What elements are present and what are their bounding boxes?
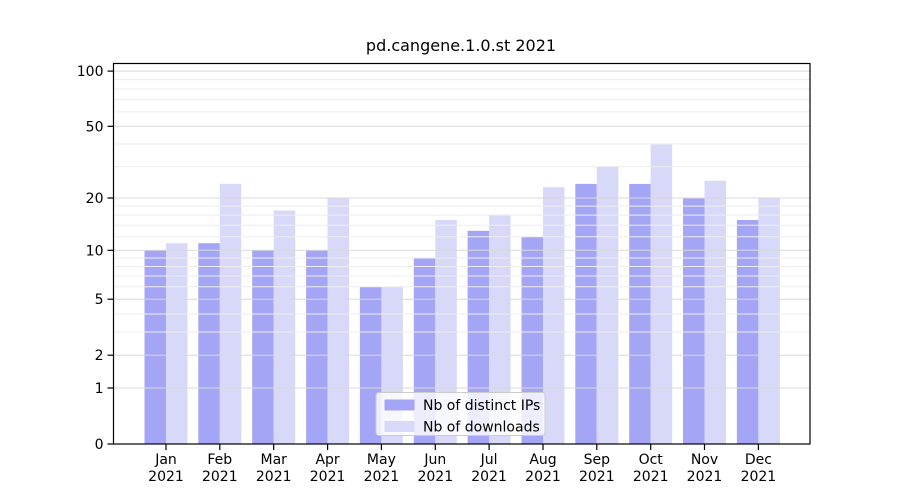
bar-downloads — [596, 166, 619, 444]
x-tick-label: Jan 2021 — [148, 452, 184, 485]
y-tick-label: 50 — [86, 119, 104, 135]
x-tick-label: Nov 2021 — [687, 452, 723, 485]
bar-downloads — [327, 198, 350, 444]
legend-label-downloads: Nb of downloads — [423, 420, 540, 436]
y-tick-label: 100 — [77, 64, 104, 80]
legend: Nb of distinct IPs Nb of downloads — [375, 392, 546, 436]
y-axis: 0 1 2 5 10 20 50 100 — [77, 64, 114, 453]
y-tick-label: 10 — [86, 243, 104, 259]
legend-swatch-downloads — [384, 421, 415, 432]
legend-swatch-distinct-ips — [384, 399, 415, 411]
bar-distinct-ips — [198, 243, 220, 444]
y-tick-label: 2 — [95, 348, 104, 364]
x-tick-label: May 2021 — [364, 452, 400, 485]
legend-box — [375, 392, 546, 436]
x-tick-label: Sep 2021 — [579, 452, 615, 485]
x-tick-label: Oct 2021 — [633, 452, 669, 485]
x-tick-label: Jun 2021 — [417, 452, 453, 485]
bar-downloads — [650, 144, 673, 444]
bar-downloads — [166, 243, 188, 444]
bar-downloads — [704, 180, 726, 445]
bar-downloads — [543, 187, 565, 444]
bar-distinct-ips — [252, 250, 274, 444]
bar-distinct-ips — [683, 198, 705, 444]
plot-frame — [112, 62, 811, 445]
x-tick-label: Dec 2021 — [741, 452, 777, 485]
x-axis: Jan 2021 Feb 2021 Mar 2021 Apr 2021 May 2021 Jun 20… — [148, 444, 776, 485]
x-tick-label: Apr 2021 — [310, 452, 346, 485]
y-tick-label: 5 — [95, 292, 104, 308]
x-tick-label: Jul 2021 — [471, 452, 507, 485]
bar-distinct-ips — [144, 250, 166, 444]
x-tick-label: Feb 2021 — [202, 452, 238, 485]
bar-downloads — [273, 210, 296, 444]
x-tick-label: Aug 2021 — [525, 452, 561, 485]
x-tick-label: Mar 2021 — [256, 452, 292, 485]
y-tick-label: 20 — [86, 191, 104, 207]
bar-distinct-ips — [467, 230, 490, 444]
bar-downloads — [489, 215, 511, 444]
bar-distinct-ips — [306, 250, 328, 444]
legend-label-distinct-ips: Nb of distinct IPs — [423, 398, 540, 414]
y-tick-label: 1 — [95, 381, 104, 397]
bar-downloads — [758, 198, 780, 444]
y-tick-label: 0 — [95, 437, 104, 453]
chart-title: pd.cangene.1.0.st 2021 — [366, 36, 556, 55]
gridlines-minor — [113, 79, 810, 333]
